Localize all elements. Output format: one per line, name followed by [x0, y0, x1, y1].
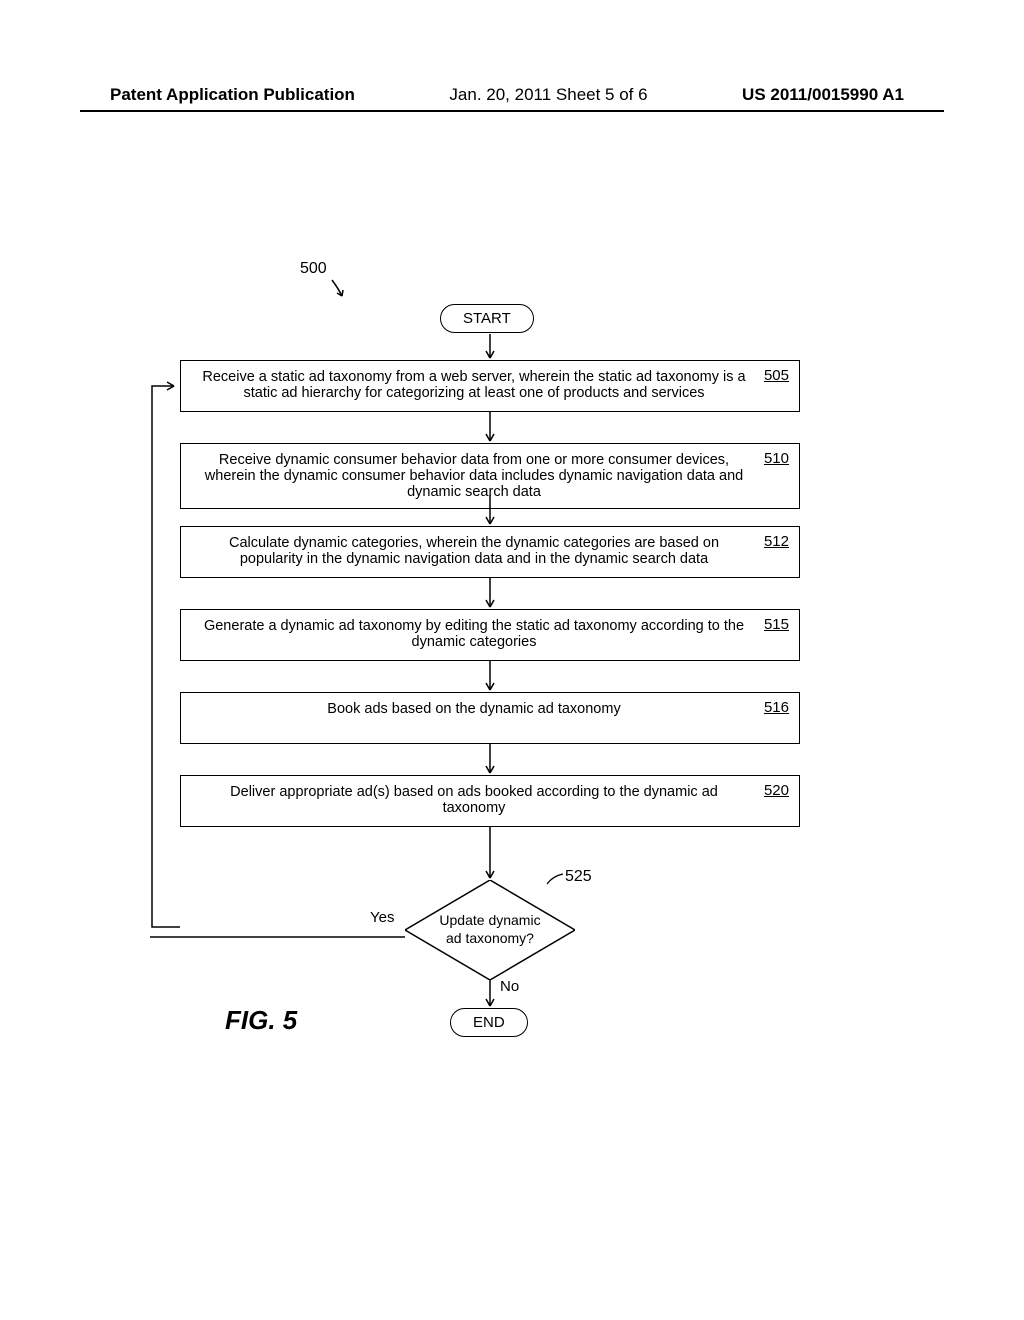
decision-text: Update dynamic ad taxonomy? — [405, 912, 575, 947]
flowchart-ref-label: 500 — [300, 260, 327, 278]
start-terminal: START — [440, 304, 534, 333]
decision-no-label: No — [500, 978, 519, 995]
step-520: Deliver appropriate ad(s) based on ads b… — [180, 775, 800, 827]
ref-arrow-icon — [330, 278, 350, 300]
header-right: US 2011/0015990 A1 — [742, 85, 904, 105]
step-text: Book ads based on the dynamic ad taxonom… — [327, 701, 620, 717]
arrow-down-icon — [483, 827, 497, 880]
figure-label: FIG. 5 — [225, 1005, 297, 1036]
step-number: 515 — [764, 616, 789, 633]
step-512: Calculate dynamic categories, wherein th… — [180, 526, 800, 578]
step-text: Deliver appropriate ad(s) based on ads b… — [230, 784, 718, 816]
step-number: 512 — [764, 533, 789, 550]
step-number: 520 — [764, 782, 789, 799]
end-terminal: END — [450, 1008, 528, 1037]
header-rule — [80, 110, 944, 112]
header-center: Jan. 20, 2011 Sheet 5 of 6 — [449, 85, 647, 105]
step-number: 505 — [764, 367, 789, 384]
step-515: Generate a dynamic ad taxonomy by editin… — [180, 609, 800, 661]
arrow-down-icon — [483, 980, 497, 1008]
decision-yes-label: Yes — [370, 909, 394, 926]
header-left: Patent Application Publication — [110, 85, 355, 105]
decision-diamond: Update dynamic ad taxonomy? — [405, 880, 575, 980]
arrow-down-icon — [483, 744, 497, 775]
yes-connector — [150, 927, 405, 933]
arrow-down-icon — [483, 578, 497, 609]
step-text: Receive a static ad taxonomy from a web … — [202, 369, 745, 401]
decision-ref-label: 525 — [565, 868, 592, 886]
arrow-down-icon — [483, 495, 497, 526]
arrow-down-icon — [483, 661, 497, 692]
page-header: Patent Application Publication Jan. 20, … — [0, 85, 1024, 105]
arrow-down-icon — [483, 334, 497, 360]
decision-line2: ad taxonomy? — [446, 930, 534, 946]
step-505: Receive a static ad taxonomy from a web … — [180, 360, 800, 412]
decision-ref-arc-icon — [545, 872, 565, 887]
loop-back-line — [150, 372, 180, 932]
step-text: Calculate dynamic categories, wherein th… — [229, 535, 719, 567]
step-number: 510 — [764, 450, 789, 467]
step-number: 516 — [764, 699, 789, 716]
arrow-down-icon — [483, 412, 497, 443]
step-text: Receive dynamic consumer behavior data f… — [205, 452, 743, 500]
step-text: Generate a dynamic ad taxonomy by editin… — [204, 618, 744, 650]
step-516: Book ads based on the dynamic ad taxonom… — [180, 692, 800, 744]
decision-line1: Update dynamic — [439, 912, 540, 928]
